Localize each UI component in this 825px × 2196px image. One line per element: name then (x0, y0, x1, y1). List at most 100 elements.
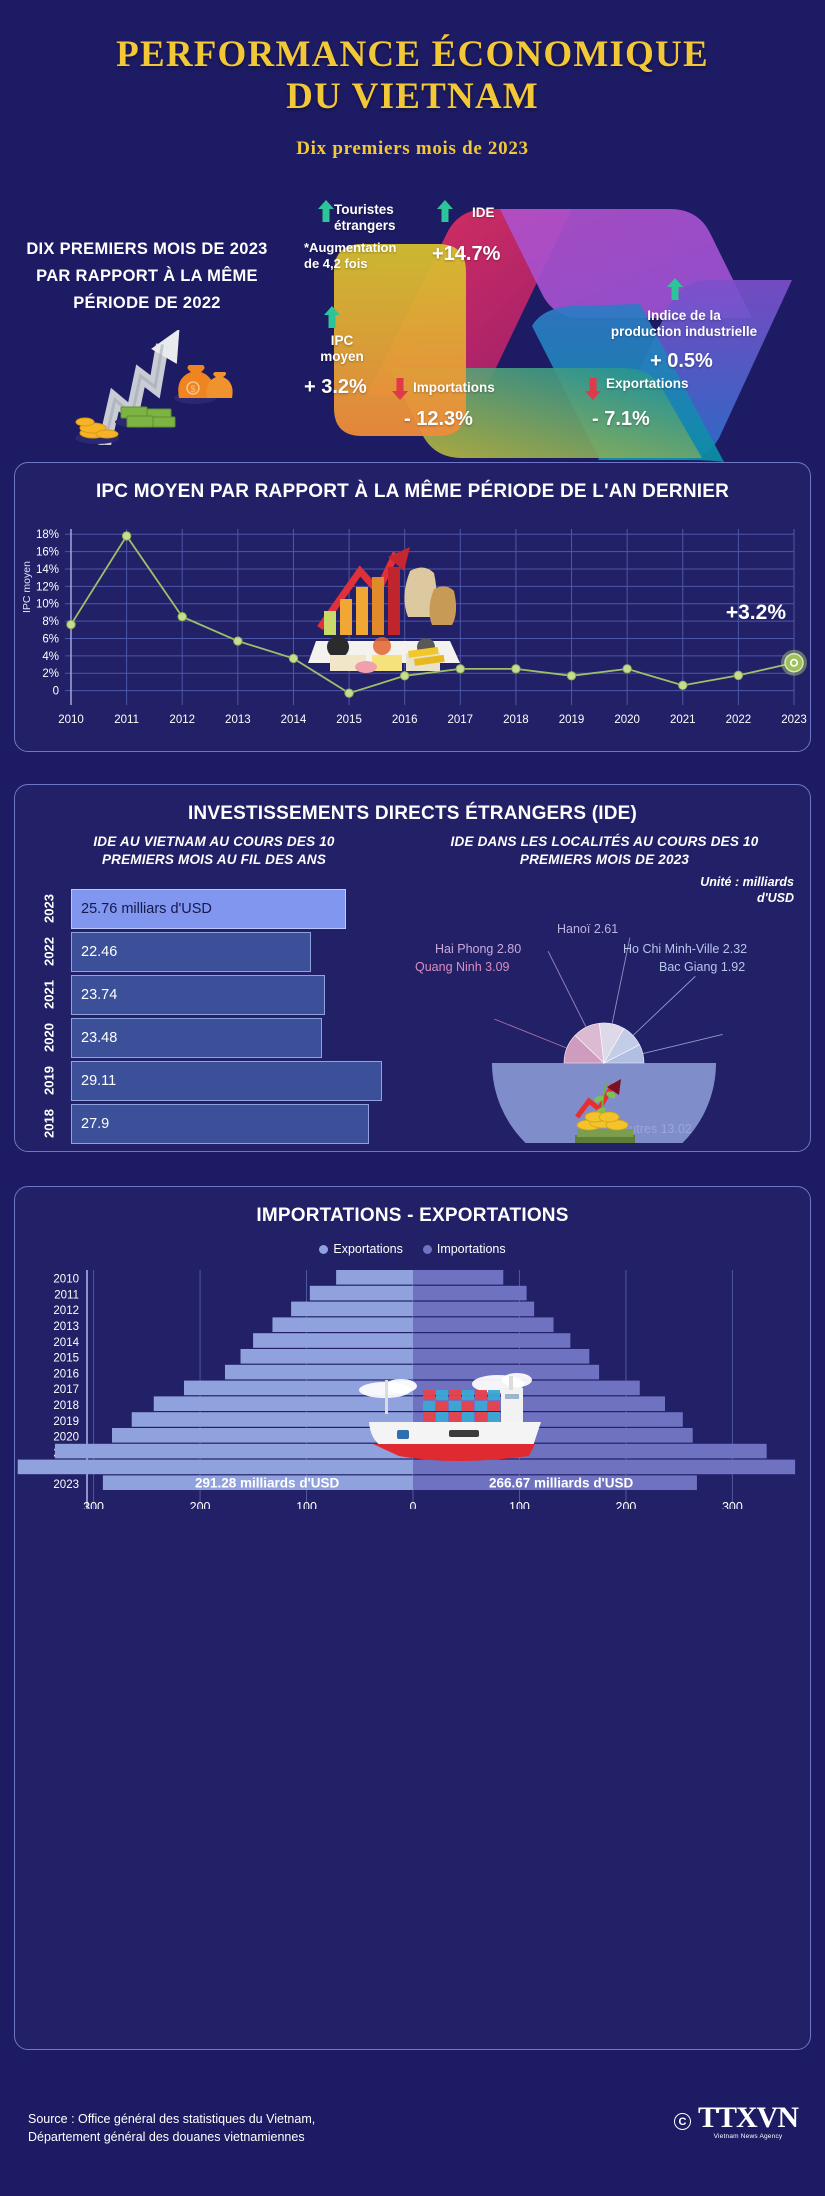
trade-x-tick-label: 200 (616, 1500, 637, 1509)
hex-label-touristes: Touristes étrangers (334, 202, 396, 233)
hexagon-ring: Touristes étrangers *Augmentation de 4,2… (272, 178, 818, 468)
hex-label-ipc: IPC moyen (320, 333, 364, 364)
trade-row-year-label: 2013 (53, 1321, 79, 1333)
pie-slice-label: Hanoï 2.61 (557, 922, 618, 936)
svg-text:2018: 2018 (503, 714, 529, 726)
ipc-chart-panel: IPC MOYEN PAR RAPPORT À LA MÊME PÉRIODE … (14, 462, 811, 752)
trade-legend-entry: Importations (422, 1241, 506, 1256)
legend-dot-icon (422, 1244, 432, 1254)
svg-text:16%: 16% (36, 547, 59, 559)
ide-bar-value-label: 23.74 (81, 987, 118, 1004)
page-footer: Source : Office général des statistiques… (28, 2103, 799, 2146)
ipc-chart-title: IPC MOYEN PAR RAPPORT À LA MÊME PÉRIODE … (95, 481, 730, 502)
svg-text:14%: 14% (36, 564, 59, 576)
trade-legend: Exportations Importations (15, 1241, 810, 1256)
ide-bar-year-label: 2019 (41, 1066, 57, 1096)
ide-pie-subtitle: IDE DANS LES LOCALITÉS AU COURS DES 10 P… (450, 834, 759, 868)
svg-text:2012: 2012 (169, 714, 195, 726)
trade-bar-export (54, 1443, 413, 1459)
hex-value-ide: +14.7% (432, 243, 501, 266)
trade-bar-export (240, 1348, 413, 1364)
trade-bar-import (413, 1301, 535, 1316)
trade-bar-export (153, 1396, 413, 1411)
ide-bar-value-label: 23.48 (81, 1030, 118, 1047)
ide-bar-year-label: 2022 (41, 937, 57, 967)
ipc-chart-plot: IPC moyen 0 2% 4% 6% 8% 10% 12% 14% 16% 18% 2010 20… (15, 521, 810, 739)
trade-x-tick-label: 300 (83, 1500, 104, 1509)
arrow-up-icon-ipi (667, 278, 683, 301)
ide-bar-value-label: 22.46 (81, 944, 118, 961)
trade-bar-export (224, 1364, 413, 1380)
ide-bar-chart: 2023 25.76 milliars d'USD 2022 22.46 2021 23.… (31, 889, 397, 1145)
trade-bar-import (413, 1475, 697, 1490)
logo-text: TTXVN (697, 2101, 799, 2134)
trade-legend-label: Importations (436, 1241, 506, 1256)
ide-pie-svg: Quang Ninh 3.09 Hai Phong 2.80 Hanoï 2.61 H… (415, 922, 747, 1175)
trade-bar-export (309, 1285, 413, 1301)
arrow-up-icon-ipc (324, 306, 340, 329)
cargo-ship-illustration (359, 1372, 541, 1461)
source-text: Source : Office général des statistiques… (28, 2110, 798, 2146)
svg-text:10%: 10% (36, 599, 59, 611)
pie-slice-label: Bac Giang 1.92 (659, 960, 745, 974)
svg-text:2013: 2013 (225, 714, 251, 726)
ide-bar-year-label: 2018 (41, 1109, 57, 1139)
pie-slice-label: Ho Chi Minh-Ville 2.32 (623, 942, 747, 956)
ipc-highlight-badge: +3.2% (725, 601, 786, 624)
copyright-icon: C (673, 2113, 691, 2131)
hexagon-overview-section: DIX PREMIERS MOIS DE 2023 PAR RAPPORT À … (0, 178, 825, 478)
hex-value-exportations: - 7.1% (592, 408, 650, 431)
svg-text:2%: 2% (42, 668, 59, 680)
hex-label-ide: IDE (472, 205, 495, 221)
trade-bar-import (413, 1459, 796, 1474)
groceries-illustration (308, 547, 460, 673)
trade-row-year-label: 2017 (53, 1384, 79, 1396)
ide-bar-value-label: 29.11 (81, 1073, 117, 1090)
svg-text:2020: 2020 (614, 714, 640, 726)
hex-label-ipi: Indice de la production industrielle (610, 308, 758, 339)
page-subtitle: Dix premiers mois de 2023 (296, 138, 529, 160)
ide-pie-block: IDE DANS LES LOCALITÉS AU COURS DES 10 P… (407, 833, 802, 1175)
page-title: PERFORMANCE ÉCONOMIQUE DU VIETNAM (0, 34, 825, 118)
ide-bar: 22.46 (71, 932, 312, 973)
trade-bar-import (413, 1332, 571, 1348)
svg-text:2014: 2014 (281, 714, 307, 726)
hexagon-caption: DIX PREMIERS MOIS DE 2023 PAR RAPPORT À … (22, 236, 272, 316)
ide-pie-chart: Quang Ninh 3.09 Hai Phong 2.80 Hanoï 2.61 H… (407, 911, 802, 1175)
trade-row-year-label: 2015 (53, 1352, 79, 1364)
trade-x-tick-label: 200 (190, 1500, 211, 1509)
trade-x-tick-label: 100 (296, 1500, 317, 1509)
source-line2: Département général des douanes vietnami… (28, 2130, 305, 2145)
arrow-down-icon-exportations (585, 378, 601, 401)
hex-value-ipi: + 0.5% (650, 350, 713, 373)
trade-import-total-label: 266.67 milliards d'USD (489, 1475, 634, 1490)
ide-panel-title: INVESTISSEMENTS DIRECTS ÉTRANGERS (IDE) (187, 803, 638, 824)
hex-segment-ipc (334, 244, 466, 437)
ide-bar: 29.11 (71, 1061, 383, 1102)
trade-bar-import (413, 1269, 504, 1285)
trade-bar-import (413, 1348, 590, 1364)
trade-x-tick-label: 100 (509, 1500, 530, 1509)
page-title-line2: DU VIETNAM (286, 76, 539, 118)
trade-bar-export (131, 1411, 413, 1427)
trade-x-tick-label: 300 (722, 1500, 743, 1509)
svg-text:4%: 4% (42, 651, 59, 663)
ide-bar-value-label: 27.9 (81, 1116, 110, 1133)
arrow-up-icon-ide (437, 200, 453, 223)
arrow-up-icon-touristes (318, 200, 334, 223)
svg-text:18%: 18% (36, 529, 59, 541)
hex-value-ipc: + 3.2% (304, 376, 367, 399)
svg-text:$: $ (190, 384, 195, 394)
trade-bar-import (413, 1364, 600, 1380)
trade-bar-export (336, 1269, 413, 1285)
hex-segment-importations (390, 368, 702, 459)
svg-text:2015: 2015 (336, 714, 362, 726)
trade-bar-export (112, 1427, 414, 1443)
ide-bar-row: 2018 27.9 (31, 1104, 397, 1145)
pie-slice-label: Quang Ninh 3.09 (415, 960, 510, 974)
pie-slice-label: Autres 13.02 (621, 1122, 692, 1136)
ide-bar-value-label: 25.76 milliars d'USD (81, 901, 212, 918)
trade-pyramid-svg: 2010 2011 2012 2013 2014 2015 2016 2017 2018 2019… (17, 1269, 796, 1514)
trade-bar-export (183, 1380, 413, 1395)
ide-panel: INVESTISSEMENTS DIRECTS ÉTRANGERS (IDE) … (14, 784, 811, 1175)
